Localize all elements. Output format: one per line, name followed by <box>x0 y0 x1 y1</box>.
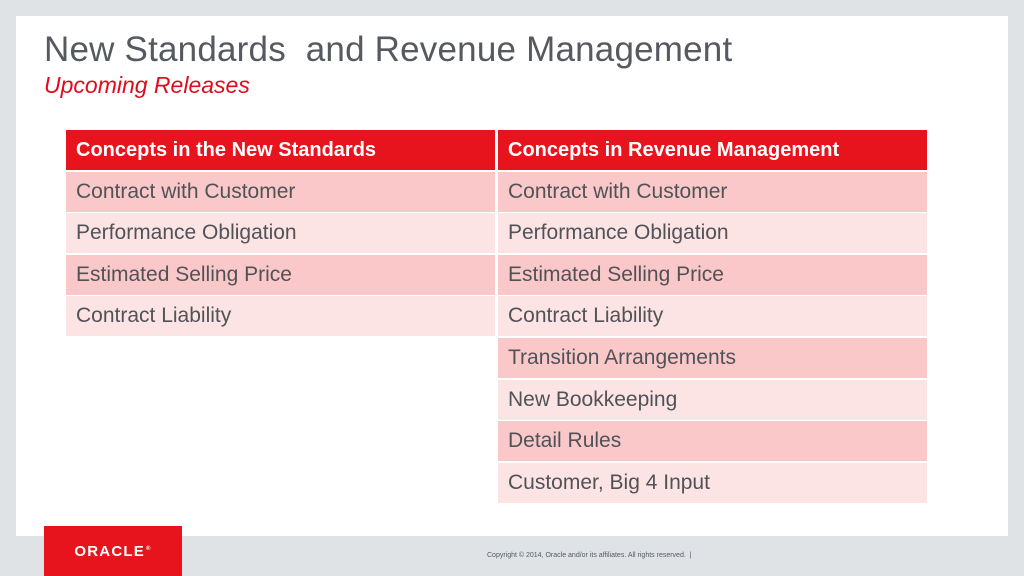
table-header-cell: Concepts in Revenue Management <box>498 130 927 170</box>
slide: New Standards and Revenue Management Upc… <box>16 16 1008 536</box>
registered-mark: ® <box>145 545 152 552</box>
table-row: Estimated Selling Price Estimated Sellin… <box>66 254 930 295</box>
table-row: Detail Rules <box>66 421 930 462</box>
table-cell: Estimated Selling Price <box>66 254 495 295</box>
table-cell: Transition Arrangements <box>498 337 927 378</box>
table-cell: Contract with Customer <box>66 171 495 212</box>
table-row: Contract with Customer Contract with Cus… <box>66 171 930 212</box>
table-cell: Contract Liability <box>498 296 927 337</box>
oracle-logo-text: ORACLE® <box>74 543 151 560</box>
slide-subtitle: Upcoming Releases <box>44 72 250 98</box>
table-cell: Contract Liability <box>66 296 495 337</box>
table-row: Contract Liability Contract Liability <box>66 296 930 337</box>
table-cell-empty <box>66 380 495 420</box>
oracle-logo: ORACLE® <box>44 526 182 576</box>
table-row: Transition Arrangements <box>66 337 930 378</box>
table-row: Customer, Big 4 Input <box>66 462 930 503</box>
table-cell: Performance Obligation <box>498 213 927 254</box>
table-cell: Contract with Customer <box>498 171 927 212</box>
copyright-text: Copyright © 2014, Oracle and/or its affi… <box>487 552 692 559</box>
concepts-table: Concepts in the New Standards Concepts i… <box>66 130 930 504</box>
table-row: New Bookkeeping <box>66 379 930 420</box>
table-cell-empty <box>66 463 495 503</box>
logo-wordmark: ORACLE <box>74 542 145 560</box>
table-header-row: Concepts in the New Standards Concepts i… <box>66 130 930 170</box>
table-cell: Estimated Selling Price <box>498 254 927 295</box>
table-header-cell: Concepts in the New Standards <box>66 130 495 170</box>
slide-title: New Standards and Revenue Management <box>44 30 733 69</box>
table-cell: Detail Rules <box>498 421 927 462</box>
table-cell-empty <box>66 421 495 461</box>
table-cell: Performance Obligation <box>66 213 495 254</box>
table-cell-empty <box>66 338 495 378</box>
table-cell: Customer, Big 4 Input <box>498 462 927 503</box>
table-row: Performance Obligation Performance Oblig… <box>66 213 930 254</box>
table-cell: New Bookkeeping <box>498 379 927 420</box>
